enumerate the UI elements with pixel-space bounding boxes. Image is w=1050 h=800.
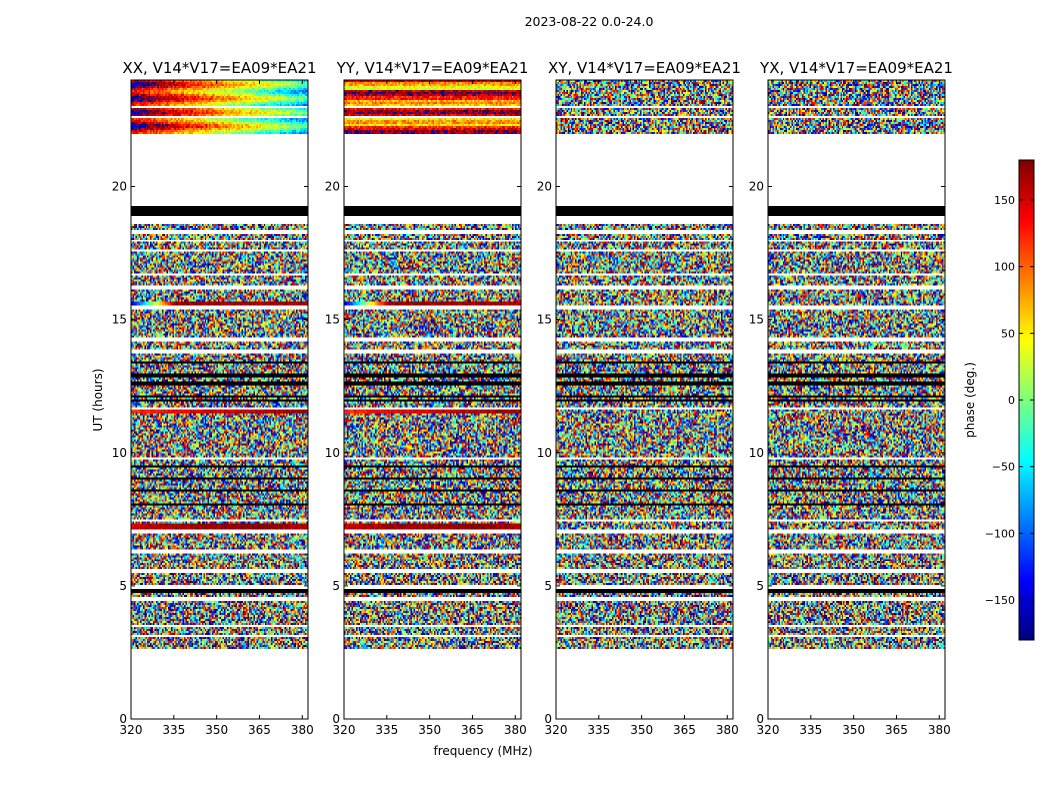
colorbar-tick-label: −50 — [992, 461, 1015, 474]
colorbar-label: phase (deg.) — [963, 362, 977, 438]
x-tick-label: 320 — [545, 723, 568, 737]
y-tick-label: 20 — [112, 180, 127, 194]
y-tick-label: 15 — [325, 313, 340, 327]
y-axis-label: UT (hours) — [91, 368, 105, 431]
panel-title: YY, V14*V17=EA09*EA21 — [336, 59, 529, 77]
panel-yy: YY, V14*V17=EA09*EA21 320 335 350 365 380 0 5 10… — [325, 59, 529, 737]
y-tick-label: 15 — [537, 313, 552, 327]
x-tick-label: 380 — [928, 723, 951, 737]
x-axis-label: frequency (MHz) — [433, 744, 532, 758]
panel-xy: XY, V14*V17=EA09*EA21 320 335 350 365 380 0 5 10… — [537, 59, 741, 737]
panels-layer: XX, V14*V17=EA09*EA21 320 335 350 365 380 0 5 10… — [112, 59, 953, 737]
panel-yx: YX, V14*V17=EA09*EA21 320 335 350 365 380 0 5 10… — [749, 59, 953, 737]
panel-xx: XX, V14*V17=EA09*EA21 320 335 350 365 380 0 5 10… — [112, 59, 317, 737]
colorbar-tick-label: −100 — [985, 527, 1015, 540]
x-tick-label: 335 — [375, 723, 398, 737]
x-tick-label: 335 — [162, 723, 185, 737]
y-tick-label: 5 — [119, 579, 127, 593]
x-tick-label: 350 — [842, 723, 865, 737]
y-tick-label: 0 — [756, 712, 764, 726]
y-tick-label: 5 — [544, 579, 552, 593]
colorbar-tick-label: 150 — [994, 194, 1015, 207]
colorbar-tick-label: 50 — [1001, 327, 1015, 340]
colorbar-tick-label: 100 — [994, 261, 1015, 274]
panel-frame — [343, 79, 522, 720]
y-tick-label: 5 — [756, 579, 764, 593]
x-tick-label: 320 — [333, 723, 356, 737]
y-tick-label: 15 — [112, 313, 127, 327]
colorbar-tick-label: −150 — [985, 594, 1015, 607]
x-tick-label: 320 — [757, 723, 780, 737]
heatmap-yy — [344, 80, 521, 719]
panel-frame — [130, 79, 309, 720]
x-tick-label: 365 — [461, 723, 484, 737]
figure-title: 2023-08-22 0.0-24.0 — [524, 14, 654, 29]
y-tick-label: 20 — [537, 180, 552, 194]
heatmap-xx — [131, 80, 308, 719]
y-tick-label: 10 — [749, 446, 764, 460]
x-tick-label: 350 — [418, 723, 441, 737]
colorbar-tick-label: 0 — [1008, 394, 1015, 407]
y-tick-label: 20 — [749, 180, 764, 194]
colorbar-layer: 150 100 50 0 −50 −100 −150 — [985, 159, 1035, 641]
y-tick-label: 10 — [112, 446, 127, 460]
panel-title: YX, V14*V17=EA09*EA21 — [759, 59, 953, 77]
y-tick-label: 15 — [749, 313, 764, 327]
x-tick-label: 380 — [504, 723, 527, 737]
heatmap-xy — [556, 80, 733, 719]
panel-frame — [555, 79, 734, 720]
y-tick-label: 0 — [332, 712, 340, 726]
panel-frame — [767, 79, 946, 720]
x-tick-label: 365 — [885, 723, 908, 737]
x-tick-label: 335 — [799, 723, 822, 737]
x-tick-label: 335 — [587, 723, 610, 737]
x-tick-label: 380 — [716, 723, 739, 737]
x-tick-label: 320 — [120, 723, 143, 737]
panel-title: XY, V14*V17=EA09*EA21 — [548, 59, 741, 77]
x-tick-label: 350 — [630, 723, 653, 737]
heatmap-yx — [768, 80, 945, 719]
y-tick-label: 0 — [544, 712, 552, 726]
y-tick-label: 10 — [325, 446, 340, 460]
x-tick-label: 380 — [291, 723, 314, 737]
x-tick-label: 365 — [673, 723, 696, 737]
y-tick-label: 5 — [332, 579, 340, 593]
y-tick-label: 20 — [325, 180, 340, 194]
y-tick-label: 10 — [537, 446, 552, 460]
y-tick-label: 0 — [119, 712, 127, 726]
x-tick-label: 365 — [248, 723, 271, 737]
panel-title: XX, V14*V17=EA09*EA21 — [122, 59, 316, 77]
x-tick-label: 350 — [205, 723, 228, 737]
